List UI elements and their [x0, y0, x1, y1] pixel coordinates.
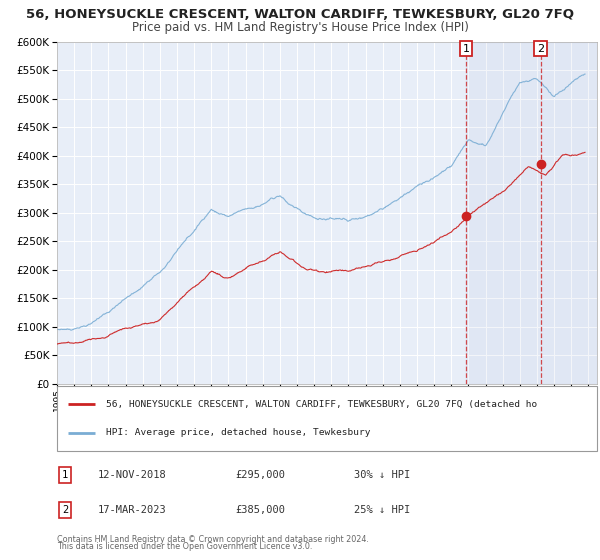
- Text: 2: 2: [62, 505, 68, 515]
- Text: HPI: Average price, detached house, Tewkesbury: HPI: Average price, detached house, Tewk…: [106, 428, 370, 437]
- Text: 12-NOV-2018: 12-NOV-2018: [97, 470, 166, 480]
- Bar: [466, 42, 597, 384]
- Text: £295,000: £295,000: [235, 470, 285, 480]
- FancyBboxPatch shape: [57, 386, 597, 451]
- Text: Contains HM Land Registry data © Crown copyright and database right 2024.: Contains HM Land Registry data © Crown c…: [57, 535, 369, 544]
- Text: 2: 2: [537, 44, 544, 54]
- Text: 56, HONEYSUCKLE CRESCENT, WALTON CARDIFF, TEWKESBURY, GL20 7FQ: 56, HONEYSUCKLE CRESCENT, WALTON CARDIFF…: [26, 8, 574, 21]
- Text: 25% ↓ HPI: 25% ↓ HPI: [354, 505, 410, 515]
- Text: 17-MAR-2023: 17-MAR-2023: [97, 505, 166, 515]
- Text: £385,000: £385,000: [235, 505, 285, 515]
- Text: 1: 1: [463, 44, 470, 54]
- Text: 30% ↓ HPI: 30% ↓ HPI: [354, 470, 410, 480]
- Text: This data is licensed under the Open Government Licence v3.0.: This data is licensed under the Open Gov…: [57, 542, 313, 551]
- Text: Price paid vs. HM Land Registry's House Price Index (HPI): Price paid vs. HM Land Registry's House …: [131, 21, 469, 34]
- Text: 56, HONEYSUCKLE CRESCENT, WALTON CARDIFF, TEWKESBURY, GL20 7FQ (detached ho: 56, HONEYSUCKLE CRESCENT, WALTON CARDIFF…: [106, 400, 537, 409]
- Text: 1: 1: [62, 470, 68, 480]
